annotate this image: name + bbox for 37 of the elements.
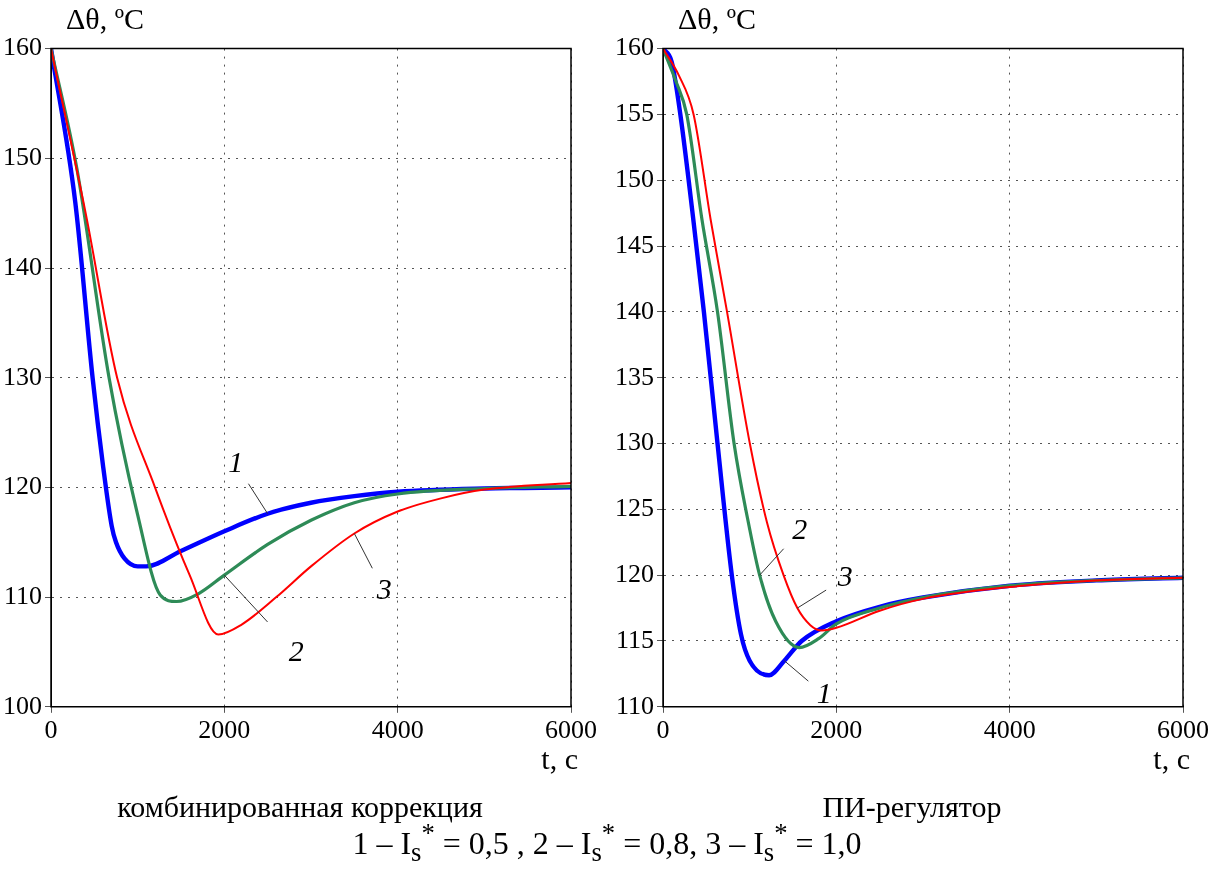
y-tick-label: 150	[615, 164, 654, 194]
y-tick-label: 120	[615, 558, 654, 588]
x-tick-label: 4000	[371, 715, 424, 745]
x-tick-label: 0	[44, 715, 58, 745]
y-axis-title: Δθ, ºC	[66, 2, 144, 36]
y-tick-label: 145	[615, 229, 654, 259]
y-tick-label: 125	[615, 493, 654, 523]
annotation: 2	[288, 634, 304, 668]
y-tick-label: 115	[615, 624, 654, 654]
y-tick-label: 100	[3, 690, 42, 720]
annotation: 3	[375, 572, 392, 606]
y-tick-label: 155	[615, 98, 654, 128]
annotation: 1	[816, 675, 832, 709]
x-axis-title: t, c	[1153, 742, 1190, 776]
x-tick-label: 2000	[810, 715, 863, 745]
x-tick-label: 6000	[1157, 715, 1209, 745]
y-tick-label: 110	[615, 690, 654, 720]
y-tick-label: 110	[3, 580, 42, 610]
y-axis-title: Δθ, ºC	[678, 2, 756, 36]
x-tick-label: 0	[656, 715, 670, 745]
annotation: 1	[228, 444, 244, 478]
y-tick-label: 160	[3, 32, 42, 62]
y-tick-label: 135	[615, 361, 654, 391]
x-axis-title: t, c	[541, 742, 578, 776]
y-tick-label: 130	[615, 427, 654, 457]
y-tick-label: 140	[615, 295, 654, 325]
x-tick-label: 6000	[545, 715, 597, 745]
y-tick-label: 150	[3, 142, 42, 172]
x-tick-label: 2000	[198, 715, 251, 745]
text: ПИ-регулятор	[822, 790, 1002, 823]
y-tick-label: 120	[3, 471, 42, 501]
x-tick-label: 4000	[983, 715, 1036, 745]
annotation: 3	[836, 558, 853, 592]
annotation: 2	[792, 512, 808, 546]
y-tick-label: 130	[3, 361, 42, 391]
y-tick-label: 140	[3, 251, 42, 281]
y-tick-label: 160	[615, 32, 654, 62]
